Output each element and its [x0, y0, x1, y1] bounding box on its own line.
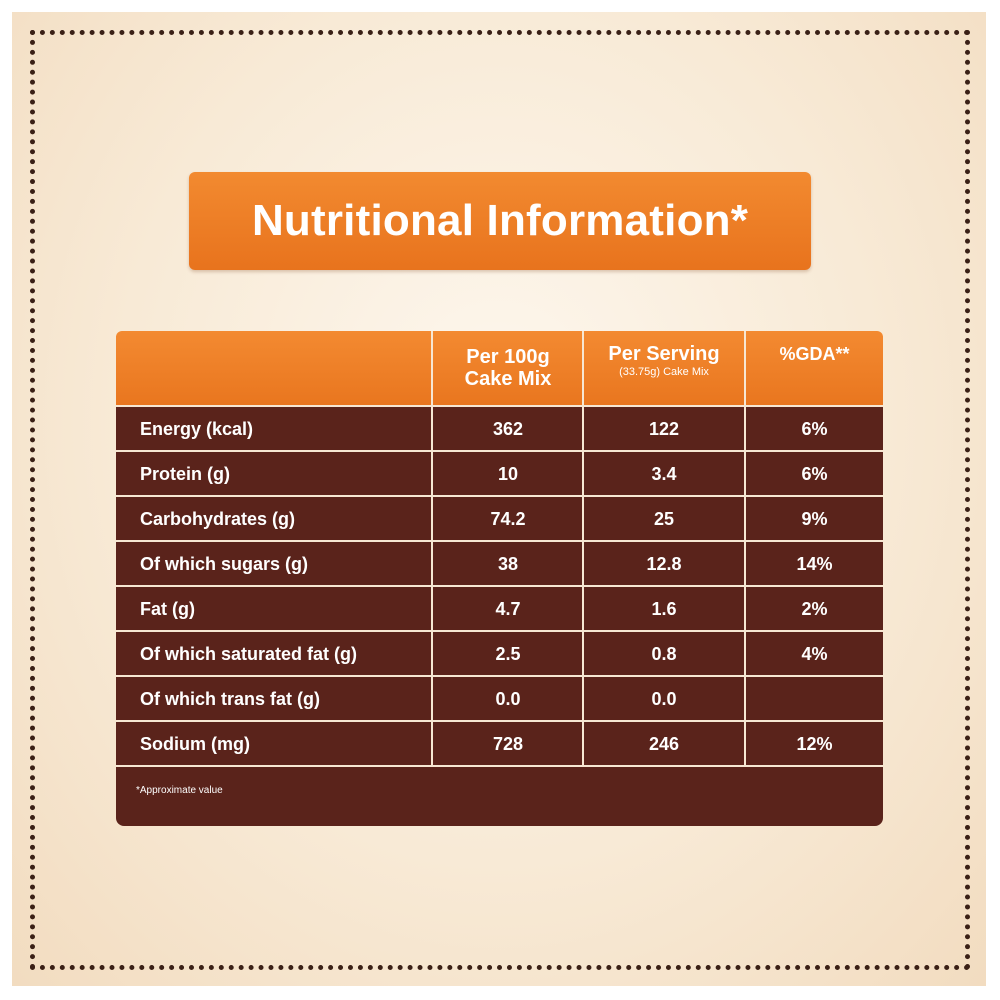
row-per-serving: 122 [648, 419, 680, 439]
row-gda [746, 677, 883, 722]
row-per-serving: 0.8 [651, 644, 677, 664]
row-divider [116, 720, 883, 722]
header-per-100g: Per 100g Cake Mix [434, 331, 582, 405]
row-gda: 4% [801, 644, 828, 664]
row-divider [116, 540, 883, 542]
row-label: Sodium (mg) [140, 734, 250, 754]
column-divider [431, 331, 433, 766]
row-label: Protein (g) [140, 464, 230, 484]
row-label: Of which saturated fat (g) [140, 644, 358, 664]
title-banner: Nutritional Information* [189, 172, 811, 270]
row-gda: 12% [796, 734, 833, 754]
table-row: Protein (g) 10 3.4 6% [116, 452, 883, 497]
row-label: Of which trans fat (g) [140, 689, 320, 709]
column-divider [744, 331, 746, 766]
table-header: Per 100g Cake Mix Per Serving (33.75g) C… [116, 331, 883, 405]
table-row: Of which saturated fat (g) 2.5 0.8 4% [116, 632, 883, 677]
row-gda: 2% [801, 599, 828, 619]
row-label: Fat (g) [140, 599, 195, 619]
table-row: Of which sugars (g) 38 12.8 14% [116, 542, 883, 587]
row-gda: 14% [796, 554, 833, 574]
row-label: Carbohydrates (g) [140, 509, 296, 529]
header-per-serving-main: Per Serving [608, 343, 720, 365]
row-divider [116, 405, 883, 407]
row-per-100g: 362 [492, 419, 524, 439]
header-per-100g-main: Per 100g [466, 346, 550, 368]
table-row: Of which trans fat (g) 0.0 0.0 [116, 677, 883, 722]
row-per-100g: 2.5 [495, 644, 521, 664]
row-label: Energy (kcal) [140, 419, 254, 439]
table-row: Carbohydrates (g) 74.2 25 9% [116, 497, 883, 542]
row-per-serving: 12.8 [646, 554, 682, 574]
table-row: Energy (kcal) 362 122 6% [116, 407, 883, 452]
dotted-border [30, 30, 970, 970]
row-per-serving: 25 [653, 509, 675, 529]
row-divider [116, 495, 883, 497]
table-row: Sodium (mg) 728 246 12% [116, 722, 883, 767]
row-per-100g: 38 [497, 554, 519, 574]
footnote: *Approximate value [136, 785, 223, 796]
row-divider [116, 675, 883, 677]
table-body [116, 405, 883, 826]
row-per-serving: 0.0 [651, 689, 677, 709]
header-gda-main: %GDA** [779, 344, 850, 364]
row-per-serving: 3.4 [651, 464, 677, 484]
row-divider [116, 450, 883, 452]
header-per-100g-sub: Cake Mix [464, 368, 552, 390]
row-gda: 9% [801, 509, 828, 529]
row-gda: 6% [801, 419, 828, 439]
row-per-100g: 10 [497, 464, 519, 484]
row-per-100g: 4.7 [495, 599, 521, 619]
row-divider [116, 585, 883, 587]
row-per-serving: 246 [648, 734, 680, 754]
header-gda: %GDA** [746, 331, 883, 405]
nutrition-table: Per 100g Cake Mix Per Serving (33.75g) C… [116, 331, 883, 826]
header-per-serving: Per Serving (33.75g) Cake Mix [584, 331, 744, 405]
column-divider [582, 331, 584, 766]
row-per-100g: 74.2 [490, 509, 526, 529]
page-title: Nutritional Information* [251, 196, 749, 245]
header-per-serving-sub: (33.75g) Cake Mix [619, 366, 709, 378]
row-per-100g: 728 [492, 734, 524, 754]
row-per-100g: 0.0 [495, 689, 521, 709]
table-row: Fat (g) 4.7 1.6 2% [116, 587, 883, 632]
row-label: Of which sugars (g) [140, 554, 309, 574]
row-divider [116, 630, 883, 632]
row-gda: 6% [801, 464, 828, 484]
row-divider [116, 765, 883, 767]
row-per-serving: 1.6 [651, 599, 677, 619]
